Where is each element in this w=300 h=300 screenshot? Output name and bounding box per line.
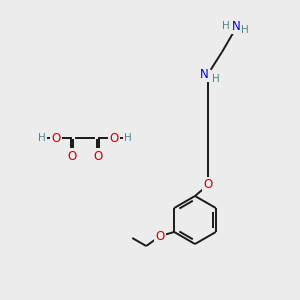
Text: O: O: [51, 131, 61, 145]
Text: H: H: [222, 21, 230, 31]
Text: H: H: [38, 133, 46, 143]
Text: O: O: [203, 178, 213, 191]
Text: O: O: [110, 131, 118, 145]
Text: O: O: [68, 149, 76, 163]
Text: O: O: [93, 149, 103, 163]
Text: O: O: [156, 230, 165, 242]
Text: N: N: [232, 20, 240, 32]
Text: H: H: [212, 74, 220, 84]
Text: H: H: [124, 133, 132, 143]
Text: H: H: [241, 25, 249, 35]
Text: N: N: [200, 68, 208, 80]
